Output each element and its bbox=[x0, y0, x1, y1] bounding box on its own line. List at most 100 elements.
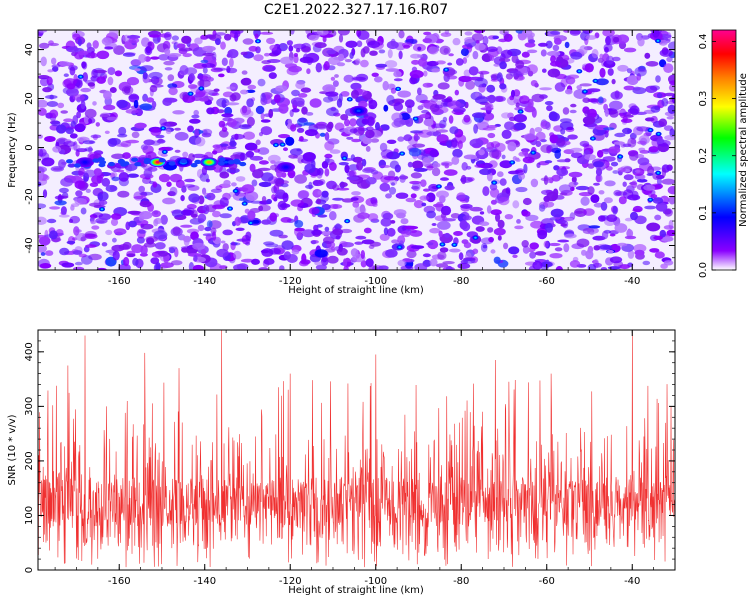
spectrogram-cell bbox=[627, 250, 635, 259]
spectrogram-cell bbox=[224, 106, 233, 116]
spectrogram-cell bbox=[475, 92, 480, 97]
spectrogram-cell bbox=[386, 40, 399, 50]
spectrogram-cell bbox=[349, 52, 354, 59]
spectrogram-cell bbox=[646, 222, 661, 232]
spectrogram-cell bbox=[361, 158, 367, 167]
spectrogram-cell bbox=[398, 50, 403, 60]
spectrogram-cell bbox=[299, 136, 304, 142]
spectrogram-cell bbox=[429, 258, 438, 267]
spectrogram-cell bbox=[321, 190, 329, 198]
spectrogram-cell bbox=[147, 202, 155, 212]
spectrogram-cell bbox=[82, 72, 88, 82]
x-tick-label: -100 bbox=[364, 276, 387, 287]
spectrogram-cell bbox=[600, 267, 607, 270]
spectrogram-cell bbox=[570, 51, 583, 60]
spectrogram-cell bbox=[617, 64, 629, 72]
spectrogram-cell bbox=[530, 178, 539, 188]
spectrogram-cell bbox=[162, 197, 176, 205]
spectrogram-cell bbox=[384, 60, 398, 69]
spectrogram-cell bbox=[661, 97, 669, 107]
spectrogram-cell bbox=[225, 102, 240, 106]
spectrogram-cell bbox=[419, 114, 430, 119]
spectrogram-cell bbox=[629, 151, 639, 161]
spectrogram-cell bbox=[599, 53, 604, 59]
x-tick-label: -40 bbox=[624, 576, 640, 587]
spectrogram-cell bbox=[542, 68, 547, 73]
spectrogram-cell bbox=[663, 260, 674, 266]
spectrogram-cell bbox=[93, 168, 102, 176]
spectrogram-cell bbox=[539, 87, 552, 91]
spectrogram-cell bbox=[584, 110, 590, 117]
spectrogram-cell bbox=[338, 53, 345, 62]
spectrogram-cell bbox=[39, 42, 50, 49]
spectrogram-cell bbox=[522, 156, 535, 164]
spectrogram-cell bbox=[314, 42, 327, 49]
spectrogram-cell bbox=[399, 174, 406, 183]
spectrogram-cell bbox=[38, 75, 50, 80]
spectrogram-cell bbox=[223, 179, 231, 186]
spectrogram-cell bbox=[585, 249, 594, 260]
spectrogram-cell bbox=[73, 163, 81, 168]
spectrogram-cell bbox=[289, 30, 295, 35]
spectrogram-cell bbox=[231, 182, 237, 187]
snr-y-axis: 0 100 200 300 400 bbox=[24, 329, 675, 573]
spectrogram-cell bbox=[498, 57, 511, 63]
spectrogram-cell bbox=[552, 44, 560, 52]
spectrogram-cell bbox=[460, 48, 469, 57]
spectrogram-cell bbox=[365, 129, 375, 139]
spectrogram-cell bbox=[266, 59, 281, 63]
spectrogram-cell bbox=[336, 247, 348, 256]
spectrogram-cell bbox=[41, 157, 55, 167]
spectrogram-cell bbox=[397, 259, 407, 267]
spectrogram-cell bbox=[509, 70, 522, 77]
spectrogram-cell bbox=[332, 228, 344, 236]
spectrogram-cell bbox=[60, 206, 67, 215]
spectrogram-cell bbox=[490, 78, 499, 82]
spectrogram-cell bbox=[308, 181, 313, 190]
spectrogram-cell bbox=[66, 83, 76, 90]
spectrogram-cell bbox=[229, 140, 237, 147]
spectrogram-cell bbox=[482, 186, 490, 197]
spectrogram-cell bbox=[597, 150, 604, 158]
spectrogram-cell bbox=[587, 163, 595, 169]
spectrogram-cell bbox=[63, 141, 76, 147]
spectrogram-cell bbox=[69, 66, 76, 76]
spectrogram-cell bbox=[556, 168, 569, 177]
y-tick-label: 0 bbox=[24, 567, 35, 573]
spectrogram-cell bbox=[588, 225, 601, 229]
spectrogram-cell bbox=[568, 171, 583, 178]
spectrogram-cell bbox=[134, 68, 141, 72]
spectrogram-cell bbox=[247, 210, 256, 220]
spectrogram-cell bbox=[120, 162, 128, 167]
spectrogram-cell bbox=[269, 44, 278, 51]
spectrogram-cell bbox=[103, 90, 112, 100]
snr-panel: -160 -140 -120 -100 -80 -60 -40 0100200300400 … bbox=[7, 329, 676, 596]
spectrogram-cell bbox=[612, 170, 619, 174]
spectrogram-cell bbox=[150, 257, 160, 265]
spectrogram-cell bbox=[220, 41, 226, 50]
spectrogram-cell bbox=[178, 47, 193, 52]
spectrogram-cell bbox=[60, 110, 68, 114]
spectrogram-cell bbox=[410, 130, 423, 134]
spectrogram-y-axis: -40 -20 0 20 40 bbox=[24, 36, 675, 271]
spectrogram-cell bbox=[47, 69, 54, 73]
spectrogram-cell bbox=[298, 93, 308, 98]
spectrogram-cell bbox=[126, 77, 140, 86]
spectrogram-cell bbox=[636, 126, 649, 132]
spectrogram-cell bbox=[90, 134, 102, 139]
spectrogram-cell bbox=[362, 136, 372, 145]
spectrogram-cell bbox=[242, 38, 254, 45]
spectrogram-cell bbox=[244, 142, 258, 151]
spectrogram-cell bbox=[63, 118, 74, 123]
spectrogram-cell bbox=[393, 102, 404, 112]
spectrogram-cell bbox=[448, 115, 454, 124]
spectrogram-cell bbox=[45, 250, 54, 256]
spectrogram-cell bbox=[59, 247, 70, 256]
spectrogram-cell bbox=[657, 132, 660, 135]
spectrogram-cell bbox=[194, 37, 203, 45]
spectrogram-cell bbox=[493, 227, 506, 236]
spectrogram-cell bbox=[501, 112, 512, 119]
spectrogram-cell bbox=[116, 169, 125, 173]
spectrogram-cell bbox=[370, 138, 380, 143]
